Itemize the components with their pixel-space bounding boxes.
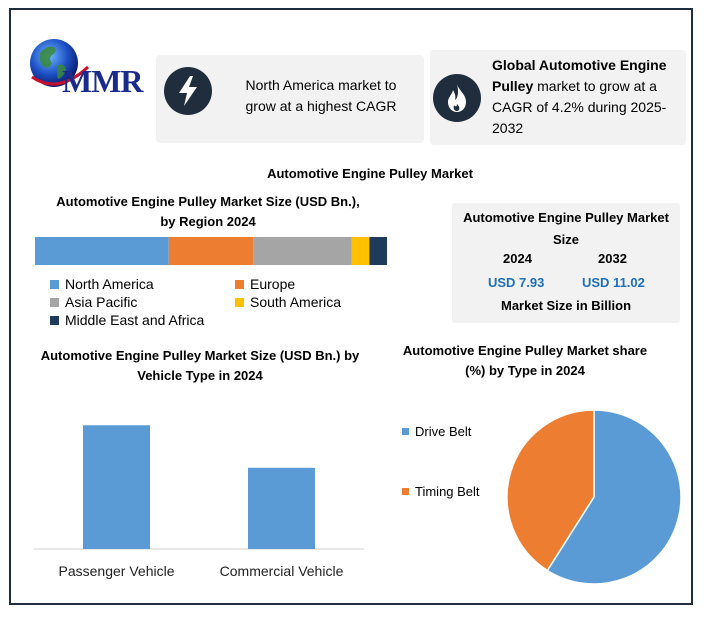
legend-swatch [50, 279, 59, 289]
highlight-text-cagr-rest: market to grow at a CAGR of 4.2% during … [492, 78, 667, 136]
pie-legend-item-timing-belt: Timing Belt [402, 484, 480, 499]
region-bar-segment-south-america [351, 237, 370, 265]
highlight-text-cagr: Global Automotive Engine Pulley market t… [492, 55, 678, 139]
legend-item-asia-pacific: Asia Pacific [50, 294, 137, 310]
region-bar-segment-asia-pacific [253, 237, 352, 265]
flame-icon [433, 74, 481, 122]
region-legend: North America Europe Asia Pacific South Ame… [50, 276, 390, 336]
pie-slice-drive-belt [546, 409, 682, 585]
market-size-box: Automotive Engine Pulley Market Size 202… [452, 203, 680, 323]
x-tick-label-passenger-vehicle: Passenger Vehicle [59, 563, 175, 579]
region-stacked-bar [35, 237, 387, 265]
bar-commercial-vehicle [248, 467, 315, 549]
value-2024: USD 7.93 [488, 275, 545, 290]
lightning-bolt-icon [164, 67, 212, 115]
legend-swatch [235, 297, 244, 307]
market-size-footer: Market Size in Billion [500, 298, 632, 313]
region-bar-segment-north-america [35, 237, 169, 265]
type-pie-chart [506, 409, 682, 585]
legend-item-north-america: North America [50, 276, 154, 292]
x-tick-label-commercial-vehicle: Commercial Vehicle [220, 563, 344, 579]
year-2032-label: 2032 [598, 251, 627, 266]
legend-item-europe: Europe [235, 276, 295, 292]
vehicle-chart-title: Automotive Engine Pulley Market Size (US… [40, 348, 360, 383]
highlight-text-region: North America market to grow at a highes… [245, 77, 397, 114]
pie-legend-swatch [402, 488, 409, 495]
legend-label: South America [250, 294, 342, 310]
legend-swatch [50, 315, 59, 325]
highlight-text-cagr-bold: Global Automotive Engine Pulley [492, 57, 667, 94]
legend-label: Middle East and Africa [65, 312, 205, 328]
infographic-frame [9, 8, 693, 605]
vehicle-bar-chart: Passenger Vehicle Commercial Vehicle [34, 425, 364, 579]
main-title: Automotive Engine Pulley Market [267, 166, 473, 181]
brand-name: MMR [62, 63, 144, 99]
highlight-card-cagr: Global Automotive Engine Pulley market t… [430, 50, 686, 145]
region-bar-segment-europe [168, 237, 254, 265]
highlight-card-region: North America market to grow at a highes… [156, 55, 424, 143]
market-size-title: Automotive Engine Pulley Market Size [463, 210, 669, 247]
type-chart-title: Automotive Engine Pulley Market share (%… [402, 343, 648, 378]
legend-item-south-america: South America [235, 294, 341, 310]
bar-passenger-vehicle [83, 425, 150, 549]
legend-item-middle-east-and-africa: Middle East and Africa [50, 312, 204, 328]
mmr-globe-logo [30, 39, 90, 87]
pie-legend-label: Drive Belt [415, 424, 472, 439]
legend-label: North America [65, 276, 154, 292]
legend-swatch [50, 297, 59, 307]
region-bar-segment-middle-east-and-africa [369, 237, 387, 265]
legend-label: Asia Pacific [65, 294, 138, 310]
legend-swatch [235, 279, 244, 289]
region-chart-title: Automotive Engine Pulley Market Size (US… [56, 194, 360, 229]
pie-legend-label: Timing Belt [415, 484, 480, 499]
pie-legend-swatch [402, 428, 409, 435]
pie-legend-item-drive-belt: Drive Belt [402, 424, 471, 439]
year-2024-label: 2024 [503, 251, 532, 266]
legend-label: Europe [250, 276, 296, 292]
value-2032: USD 11.02 [582, 275, 645, 290]
pie-slice-timing-belt [506, 409, 595, 572]
